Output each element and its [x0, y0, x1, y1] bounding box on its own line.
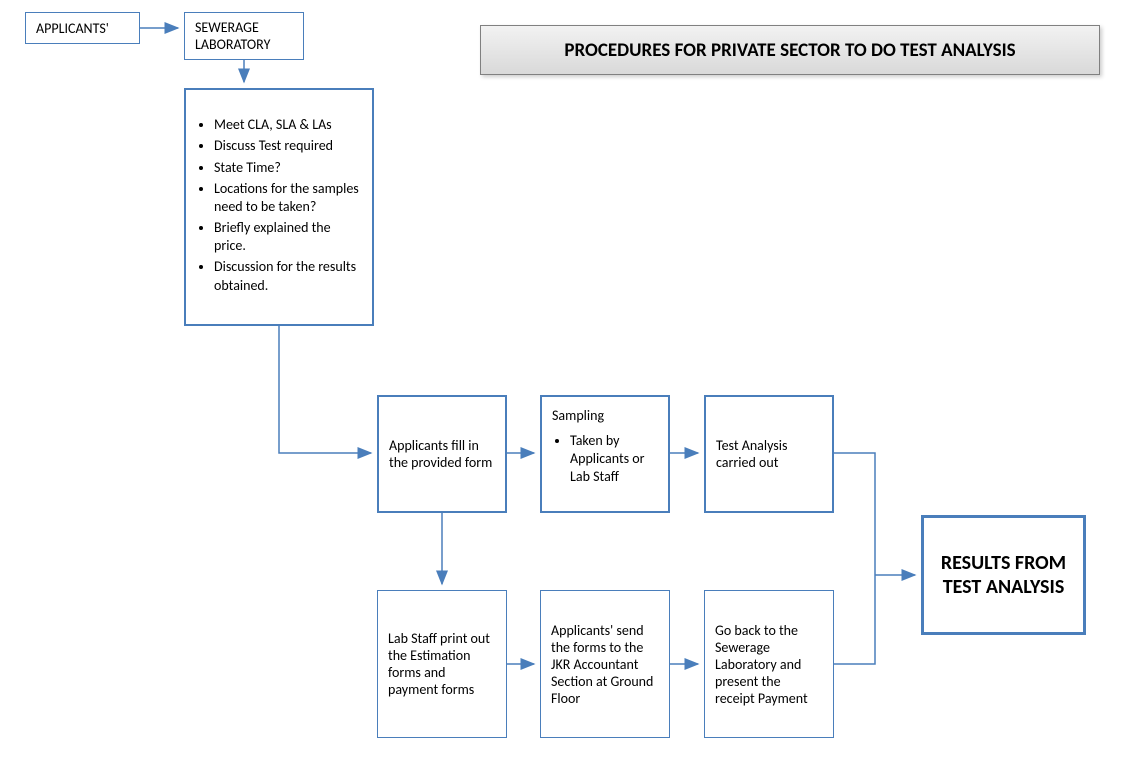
title-text: PROCEDURES FOR PRIVATE SECTOR TO DO TEST… [564, 39, 1015, 62]
node-lab-staff-label: Lab Staff print out the Estimation forms… [388, 630, 496, 698]
discuss-item: Discuss Test required [214, 137, 362, 155]
node-discuss: Meet CLA, SLA & LAs Discuss Test require… [184, 88, 374, 326]
node-go-back: Go back to the Sewerage Laboratory and p… [704, 590, 834, 738]
discuss-item: Briefly explained the price. [214, 219, 362, 255]
node-applicants-label: APPLICANTS' [36, 20, 129, 37]
node-results-label: RESULTS FROM TEST ANALYSIS [934, 551, 1073, 599]
node-sampling-list: Taken by Applicants or Lab Staff [552, 432, 658, 490]
node-sewerage: SEWERAGE LABORATORY [184, 12, 304, 60]
node-fill-form: Applicants fill in the provided form [377, 395, 507, 513]
discuss-item: State Time? [214, 159, 362, 177]
node-sewerage-label: SEWERAGE LABORATORY [195, 19, 293, 53]
node-go-back-label: Go back to the Sewerage Laboratory and p… [715, 622, 823, 707]
discuss-item: Locations for the samples need to be tak… [214, 180, 362, 216]
node-applicants: APPLICANTS' [25, 12, 140, 44]
discuss-item: Discussion for the results obtained. [214, 258, 362, 294]
node-sampling: Sampling Taken by Applicants or Lab Staf… [540, 395, 670, 513]
node-test-analysis-label: Test Analysis carried out [716, 437, 822, 471]
node-sampling-title: Sampling [552, 407, 658, 424]
arrow [834, 453, 875, 575]
node-lab-staff: Lab Staff print out the Estimation forms… [377, 590, 507, 738]
arrow [279, 326, 371, 453]
page-title: PROCEDURES FOR PRIVATE SECTOR TO DO TEST… [480, 25, 1100, 75]
node-test-analysis: Test Analysis carried out [704, 395, 834, 513]
node-send-forms: Applicants' send the forms to the JKR Ac… [540, 590, 670, 738]
discuss-item: Meet CLA, SLA & LAs [214, 116, 362, 134]
node-fill-form-label: Applicants fill in the provided form [389, 437, 495, 471]
arrow [834, 575, 875, 664]
sampling-item: Taken by Applicants or Lab Staff [570, 432, 658, 487]
node-results: RESULTS FROM TEST ANALYSIS [921, 515, 1086, 635]
node-send-forms-label: Applicants' send the forms to the JKR Ac… [551, 622, 659, 707]
node-discuss-list: Meet CLA, SLA & LAs Discuss Test require… [196, 116, 362, 298]
